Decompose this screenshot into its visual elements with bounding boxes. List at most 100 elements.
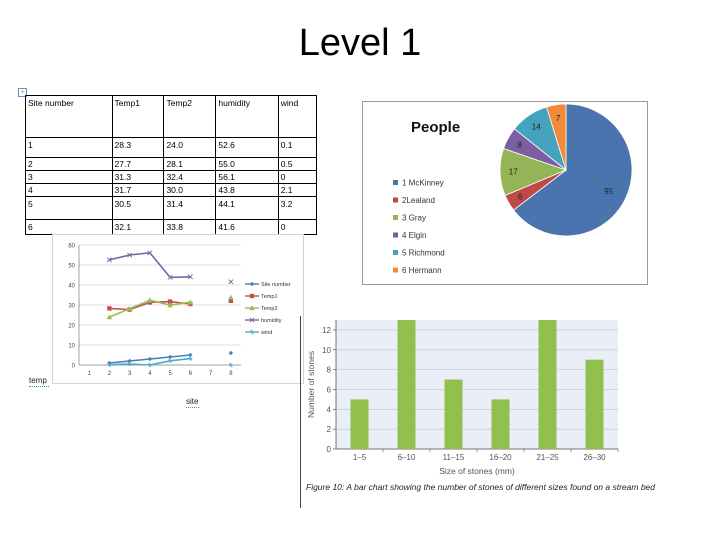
x-tick-label: 16–20 (489, 453, 512, 462)
figure-divider (300, 316, 301, 508)
y-tick-label: 50 (68, 264, 75, 270)
x-tick-label: 6–10 (398, 453, 416, 462)
table-move-handle-icon[interactable]: + (18, 88, 27, 97)
table-row: 6 32.1 33.8 41.6 0 (25, 219, 318, 235)
legend-label: Site number (261, 282, 291, 288)
data-point (147, 356, 153, 362)
bar (491, 399, 510, 449)
data-point (127, 361, 132, 367)
y-tick-label: 6 (327, 385, 332, 394)
y-tick-label: 2 (327, 425, 332, 434)
legend-label: humidity (261, 318, 282, 324)
table-header-cell: Temp2 (163, 95, 217, 138)
data-point (147, 362, 153, 368)
line-chart-frame[interactable]: 0 10 20 30 40 50 60 1 2 3 4 5 6 7 8 Site number Temp1 Tem… (52, 234, 304, 384)
pie-legend-swatch (393, 180, 398, 185)
table-cell: 41.6 (215, 219, 279, 235)
table-cell: 6 (25, 219, 113, 235)
pie-slice (546, 103, 567, 171)
data-point (228, 298, 234, 303)
bar-chart-frame[interactable]: 0 2 4 6 8 10 12 1–5 6–10 11–15 16–20 21–25 26–30 Size… (300, 316, 630, 481)
y-tick-label: 10 (68, 344, 75, 350)
table-cell: 28.3 (111, 137, 165, 158)
y-tick-label: 4 (327, 405, 332, 414)
x-tick-label: 5 (168, 371, 172, 377)
table-row: 2 27.7 28.1 55.0 0.5 (25, 157, 318, 171)
data-point (107, 362, 112, 367)
data-point (249, 293, 255, 299)
y-tick-label: 8 (327, 366, 332, 375)
x-tick-label: 6 (189, 371, 193, 377)
table-cell: 31.7 (111, 183, 165, 197)
pie-legend-label: 6 Hermann (402, 266, 442, 275)
data-point (228, 279, 234, 285)
table-cell: 3.2 (277, 196, 318, 220)
figure-caption: Figure 10: A bar chart showing the numbe… (306, 482, 656, 492)
table-cell: 33.8 (163, 219, 217, 235)
x-tick-label: 1–5 (353, 453, 367, 462)
table-cell: 30.5 (111, 196, 165, 220)
pie-chart-frame[interactable]: People 95 6 17 8 14 7 1 McKinney 2Lealand 3 Gray 4… (362, 101, 648, 285)
table-cell: 1 (25, 137, 113, 158)
data-point (187, 274, 193, 280)
y-tick-label: 12 (322, 326, 331, 335)
data-point (167, 354, 173, 360)
x-tick-label: 1 (87, 371, 91, 377)
data-point (167, 274, 173, 280)
data-point (167, 358, 173, 363)
table-cell: 2.1 (277, 183, 318, 197)
table-cell: 31.4 (163, 196, 217, 220)
data-point (127, 252, 133, 258)
pie-legend-label: 4 Elgin (402, 231, 426, 240)
y-tick-label: 0 (327, 445, 332, 454)
y-tick-label: 40 (68, 284, 75, 290)
table-header-cell: humidity (215, 95, 279, 138)
x-tick-label: 4 (148, 371, 152, 377)
table-header-cell: Temp1 (111, 95, 165, 138)
y-tick-label: 0 (72, 364, 76, 370)
table-cell: 3 (25, 170, 113, 184)
pie-legend-label: 3 Gray (402, 214, 426, 223)
data-point (249, 305, 255, 311)
data-point (249, 317, 255, 323)
pie-legend-swatch (393, 215, 398, 220)
pie-legend-label: 1 McKinney (402, 179, 444, 188)
slide-title: Level 1 (298, 22, 422, 64)
data-point (228, 362, 234, 368)
legend-label: Temp2 (261, 306, 278, 312)
pie-legend-swatch (393, 197, 398, 203)
x-tick-label: 26–30 (583, 453, 606, 462)
y-tick-label: 10 (322, 346, 331, 355)
data-point (147, 250, 153, 256)
table-cell: 0 (277, 219, 318, 235)
x-tick-label: 21–25 (536, 453, 559, 462)
pie-data-label: 6 (518, 192, 523, 201)
pie-data-label: 95 (604, 187, 613, 196)
table-header-cell: Site number (25, 95, 113, 138)
pie-legend-swatch (393, 250, 398, 255)
x-tick-label: 3 (128, 371, 132, 377)
bar (350, 399, 369, 449)
spellcheck-underline (186, 407, 199, 408)
table-cell: 31.3 (111, 170, 165, 184)
data-point (228, 350, 234, 356)
table-row: 3 31.3 32.4 56.1 0 (25, 170, 318, 184)
pie-data-label: 17 (509, 168, 518, 177)
spellcheck-underline (29, 386, 49, 387)
x-axis-label: Size of stones (mm) (439, 466, 515, 476)
bar-chart: 0 2 4 6 8 10 12 1–5 6–10 11–15 16–20 21–25 26–30 Size… (306, 320, 619, 476)
data-point (188, 352, 193, 358)
table-row: 1 28.3 24.0 52.6 0.1 (25, 137, 318, 158)
bar (444, 379, 463, 449)
bar (538, 320, 557, 449)
data-point (228, 294, 234, 300)
pie-title: People (411, 119, 460, 136)
table-cell: 55.0 (215, 157, 279, 171)
data-point (188, 356, 193, 361)
table-cell: 30.0 (163, 183, 217, 197)
pie-legend-swatch (393, 267, 398, 273)
pie-slice (512, 103, 633, 237)
pie-legend-label: 5 Richmond (402, 249, 445, 258)
table-header-row: Site number Temp1 Temp2 humidity wind (25, 95, 318, 138)
table-cell: 44.1 (215, 196, 279, 220)
